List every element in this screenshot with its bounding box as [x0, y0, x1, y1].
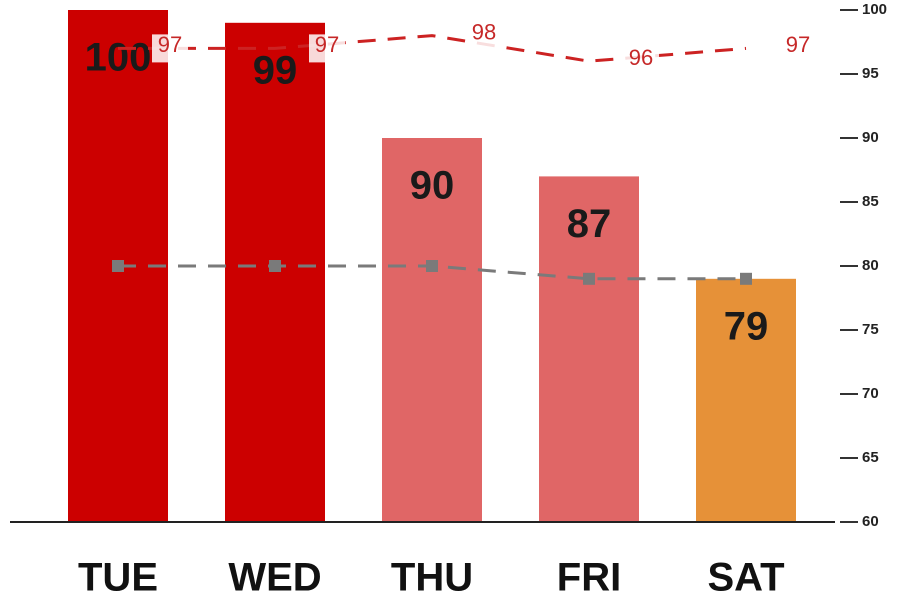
bar: [696, 278, 796, 522]
line-value-label: 96: [629, 45, 653, 70]
line-marker: [740, 272, 752, 285]
y-tick-label: 75: [862, 321, 879, 338]
bar: [225, 22, 325, 523]
y-tick-label: 90: [862, 129, 879, 146]
line-marker: [112, 260, 124, 272]
y-tick-label: 100: [862, 1, 887, 18]
label-backdrop: [780, 34, 816, 63]
bar-value-label: 99: [253, 48, 298, 92]
line-value-label: 98: [472, 19, 496, 44]
x-tick-label: TUE: [78, 556, 158, 600]
x-tick-label: FRI: [557, 556, 621, 600]
bar-value-label: 100: [85, 36, 152, 80]
line-marker: [426, 260, 438, 272]
label-backdrop: [309, 34, 345, 63]
line-value-label: 97: [786, 32, 810, 57]
y-tick-label: 70: [862, 385, 879, 402]
bar-value-label: 79: [724, 304, 769, 348]
line-value-label: 97: [315, 32, 339, 57]
line-marker: [269, 260, 281, 272]
label-backdrop: [623, 47, 659, 76]
bar-value-label: 87: [567, 202, 612, 246]
x-tick-label: SAT: [707, 556, 784, 600]
bar: [539, 176, 639, 522]
bar-value-label: 90: [410, 164, 455, 208]
x-tick-label: THU: [391, 556, 473, 600]
line-marker: [583, 272, 595, 285]
line-value-label: 97: [158, 32, 182, 57]
label-backdrop: [152, 34, 188, 63]
bar: [382, 138, 482, 522]
y-tick-label: 85: [862, 193, 879, 210]
label-backdrop: [466, 21, 502, 50]
y-tick-label: 65: [862, 449, 879, 466]
y-tick-label: 60: [862, 513, 879, 530]
y-tick-label: 80: [862, 257, 879, 274]
y-tick-label: 95: [862, 65, 879, 82]
x-tick-label: WED: [228, 556, 321, 600]
